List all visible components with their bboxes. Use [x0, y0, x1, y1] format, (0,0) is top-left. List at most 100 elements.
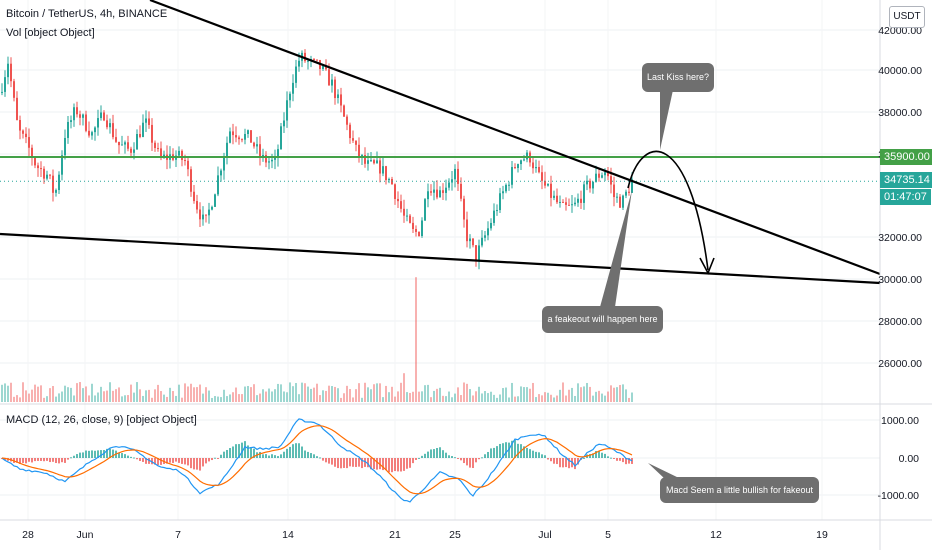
volume-bar — [97, 392, 99, 402]
volume-bar — [487, 393, 489, 402]
macd-histogram-bar — [100, 450, 102, 458]
volume-bar — [352, 397, 354, 402]
macd-histogram-bar — [166, 458, 168, 464]
candle-body — [502, 191, 504, 194]
volume-bar — [136, 382, 138, 402]
volume-bar — [427, 384, 429, 402]
macd-histogram-bar — [559, 458, 561, 468]
candle-body — [208, 209, 210, 216]
macd-histogram-bar — [292, 444, 294, 458]
macd-histogram-bar — [343, 458, 345, 468]
trend-drawings[interactable] — [0, 0, 881, 479]
volume-bar — [256, 395, 258, 402]
candle-body — [238, 137, 240, 140]
candle-body — [127, 142, 129, 149]
volume-bar — [541, 395, 543, 402]
macd-histogram-bar — [340, 458, 342, 469]
candle-body — [55, 190, 57, 193]
volume-bar — [154, 389, 156, 402]
macd-histogram-bar — [514, 440, 516, 458]
volume-bar — [133, 392, 135, 402]
candle-body — [193, 191, 195, 202]
candle-body — [322, 65, 324, 69]
volume-bar — [202, 393, 204, 402]
macd-histogram-bar — [91, 450, 93, 458]
macd-histogram-bar — [493, 447, 495, 458]
candle-body — [100, 112, 102, 119]
candle-body — [535, 166, 537, 169]
macd-histogram-bar — [253, 448, 255, 458]
macd-histogram-bar — [478, 458, 480, 460]
volume-bar — [85, 386, 87, 402]
candle-body — [202, 214, 204, 220]
volume-bar — [502, 388, 504, 402]
volume-bar — [214, 396, 216, 402]
macd-histogram-bar — [304, 450, 306, 458]
candle-body — [520, 160, 522, 165]
candle-body — [382, 166, 384, 174]
volume-bar — [526, 387, 528, 402]
volume-bar — [454, 393, 456, 402]
candle-body — [346, 116, 348, 125]
volume-bar — [268, 388, 270, 402]
volume-bar — [430, 397, 432, 402]
candle-body — [157, 148, 159, 150]
macd-histogram-bar — [499, 443, 501, 458]
volume-bar — [337, 388, 339, 402]
macd-histogram-bar — [355, 458, 357, 467]
candle-body — [427, 191, 429, 200]
volume-bar — [94, 395, 96, 402]
candle-body — [130, 148, 132, 153]
macd-histogram-bar — [88, 450, 90, 458]
candle-body — [49, 174, 51, 176]
macd-histogram-bar — [16, 458, 18, 463]
volume-bar — [607, 391, 609, 402]
time-axis-label: 7 — [175, 529, 181, 541]
candle-body — [421, 220, 423, 237]
candle-body — [103, 112, 105, 121]
macd-histogram-bar — [436, 448, 438, 458]
volume-bar — [409, 392, 411, 402]
macd-histogram-bar — [205, 458, 207, 464]
candle-body — [442, 190, 444, 193]
macd-histogram-bar — [421, 455, 423, 458]
macd-histogram-bar — [190, 458, 192, 469]
macd-histogram-bar — [274, 455, 276, 458]
candle-body — [403, 208, 405, 216]
macd-histogram-bar — [592, 453, 594, 458]
macd-histogram-bar — [295, 443, 297, 458]
candle-body — [40, 168, 42, 170]
macd-histogram-bar — [25, 458, 27, 464]
candle-body — [580, 198, 582, 203]
candle-body — [214, 194, 216, 207]
volume-bar — [148, 389, 150, 402]
time-axis-label: 28 — [22, 529, 34, 541]
volume-bar — [403, 373, 405, 402]
volume-bar — [448, 391, 450, 402]
candle-body — [34, 157, 36, 166]
candle-body — [358, 144, 360, 157]
candle-body — [400, 201, 402, 209]
candle-body — [631, 179, 633, 193]
volume-bar — [43, 397, 45, 402]
volume-bar — [76, 383, 78, 402]
macd-histogram-bar — [406, 458, 408, 469]
candle-body — [331, 79, 333, 86]
currency-button[interactable]: USDT — [889, 6, 925, 28]
macd-axis-label: -1000.00 — [878, 490, 920, 502]
candle-body — [343, 105, 345, 117]
macd-histogram-bar — [175, 458, 177, 462]
candle-body — [160, 148, 162, 157]
candle-body — [7, 63, 9, 78]
macd-histogram-bar — [598, 451, 600, 458]
candle-body — [133, 149, 135, 153]
macd-histogram-bar — [229, 448, 231, 458]
volume-bar — [391, 386, 393, 402]
candle-body — [31, 147, 33, 158]
volume-bar — [343, 393, 345, 402]
macd-histogram-bar — [622, 458, 624, 463]
volume-bar — [457, 387, 459, 402]
volume-bar — [523, 387, 525, 402]
macd-histogram-bar — [28, 458, 30, 462]
